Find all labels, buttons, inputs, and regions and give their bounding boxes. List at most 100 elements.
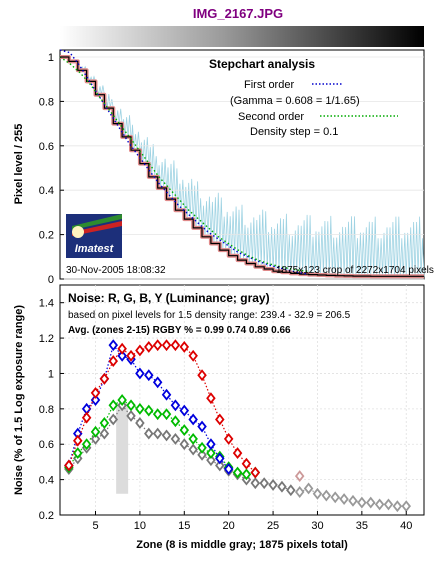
noise-point-gray-tail xyxy=(339,493,349,506)
grayscale-strip xyxy=(60,26,424,47)
bottom-y-tick-label: 1.2 xyxy=(39,333,54,345)
noise-point-y xyxy=(250,477,261,490)
noise-point-b xyxy=(161,388,172,401)
logo-sun-icon xyxy=(72,226,84,238)
noise-point-g xyxy=(170,415,181,428)
legend-second-order: Second order xyxy=(238,111,304,123)
bottom-y-axis-label: Noise (% of 1.5 Log exposure range) xyxy=(13,305,25,495)
noise-point-r xyxy=(117,342,127,355)
page-title: IMG_2167.JPG xyxy=(193,6,283,21)
noise-point-g xyxy=(232,466,243,479)
noise-point-g xyxy=(135,402,145,415)
noise-point-g xyxy=(81,438,92,451)
noise-point-r xyxy=(135,344,145,357)
noise-point-gray-tail xyxy=(348,494,358,507)
noise-point-b xyxy=(108,339,119,352)
top-y-tick-label: 0.6 xyxy=(39,141,54,153)
bottom-x-tick-label: 15 xyxy=(178,520,190,532)
noise-point-gray-tail xyxy=(321,489,332,502)
top-footer-info: 1875x123 crop of 2272x1704 pixels xyxy=(276,265,434,276)
top-y-axis-label: Pixel level / 255 xyxy=(13,124,25,205)
bottom-x-tick-label: 5 xyxy=(92,520,98,532)
noise-point-g xyxy=(152,408,163,421)
noise-point-gray-tail xyxy=(365,496,376,509)
noise-point-r xyxy=(144,340,154,353)
top-chart-title: Stepchart analysis xyxy=(209,57,315,71)
noise-point-y xyxy=(268,478,278,491)
noise-point-y xyxy=(108,413,119,426)
stepchart-panel: 0 0.2 0.4 0.6 0.8 1 Pixel level / 255 Stepcha… xyxy=(13,49,434,286)
legend-density-step: Density step = 0.1 xyxy=(250,126,338,138)
noise-series-r xyxy=(64,339,261,479)
stair-curve xyxy=(60,56,424,277)
bottom-y-tick-label: 0.4 xyxy=(39,475,54,487)
noise-point-y xyxy=(161,429,172,442)
noise-point-y xyxy=(215,459,225,472)
noise-point-gray-tail xyxy=(312,487,323,500)
top-y-tick-label: 0.2 xyxy=(39,230,54,242)
noise-point-r xyxy=(188,349,198,362)
noise-point-red-tail xyxy=(294,470,305,483)
logo-text: Imatest xyxy=(75,243,115,255)
legend-gamma: (Gamma = 0.608 = 1/1.65) xyxy=(230,95,360,107)
noise-point-b xyxy=(170,399,181,412)
noise-point-gray-tail xyxy=(392,500,403,513)
noise-point-g xyxy=(90,425,101,438)
bottom-y-tick-label: 0.2 xyxy=(39,510,54,522)
top-legend: First order (Gamma = 0.608 = 1/1.65) Sec… xyxy=(230,79,398,138)
noise-point-r xyxy=(223,432,234,445)
noise-point-y xyxy=(90,432,101,445)
noise-line-r xyxy=(68,344,256,473)
noise-point-y xyxy=(206,454,216,467)
bottom-x-tick-label: 20 xyxy=(223,520,235,532)
noise-point-b xyxy=(223,463,234,475)
noise-point-b xyxy=(188,413,198,426)
noise-point-gray-tail xyxy=(330,491,340,504)
noise-point-r xyxy=(206,392,216,405)
bottom-y-tick-label: 0.8 xyxy=(39,404,54,416)
top-y-ticks: 0 0.2 0.4 0.6 0.8 1 xyxy=(39,52,64,286)
bottom-y-tick-label: 1.4 xyxy=(39,298,54,310)
noise-point-y xyxy=(126,409,136,422)
noise-point-r xyxy=(170,339,181,352)
noise-point-g xyxy=(206,447,216,460)
noise-point-b xyxy=(206,438,216,451)
noise-point-r xyxy=(64,459,74,472)
noise-point-b xyxy=(144,369,154,382)
bottom-x-ticks: 5 10 15 20 25 30 35 40 xyxy=(92,511,412,532)
logo-stripe-green xyxy=(72,214,122,230)
noise-series-red-tail xyxy=(294,470,305,483)
noise-point-r xyxy=(179,340,190,353)
first-order-fit xyxy=(59,49,308,275)
noise-point-gray-tail xyxy=(303,482,314,495)
noise-point-g xyxy=(73,447,83,460)
noise-point-gray-tail xyxy=(383,498,394,511)
noise-point-b xyxy=(179,404,190,417)
noise-point-y xyxy=(197,448,207,461)
noise-point-g xyxy=(144,404,154,417)
top-y-tick-label: 0.4 xyxy=(39,185,54,197)
logo-stripe-red xyxy=(72,221,122,236)
noise-series-layer xyxy=(64,339,411,513)
top-y-tick-label: 1 xyxy=(48,52,54,64)
noise-point-r xyxy=(81,411,92,424)
noise-point-b xyxy=(152,376,163,389)
noise-point-r xyxy=(215,413,225,426)
noise-point-g xyxy=(108,399,119,412)
noise-point-b xyxy=(215,452,225,465)
top-series-layer xyxy=(59,49,424,279)
noise-point-gray-tail xyxy=(357,496,367,509)
noise-point-r xyxy=(152,339,163,352)
middle-gray-band xyxy=(116,403,129,494)
noise-point-r xyxy=(232,447,243,460)
noise-chart-stats: Avg. (zones 2-15) RGBY % = 0.99 0.74 0.8… xyxy=(68,325,291,336)
noise-point-gray-tail xyxy=(294,486,305,498)
noise-series-gray-tail xyxy=(294,482,411,513)
top-y-tick-label: 0.8 xyxy=(39,96,54,108)
noise-point-g xyxy=(117,394,127,406)
noise-point-y xyxy=(144,427,154,440)
noise-point-y xyxy=(99,427,110,440)
noise-point-y xyxy=(179,438,190,451)
noise-chart-subtitle: based on pixel levels for 1.5 density ra… xyxy=(68,310,351,321)
